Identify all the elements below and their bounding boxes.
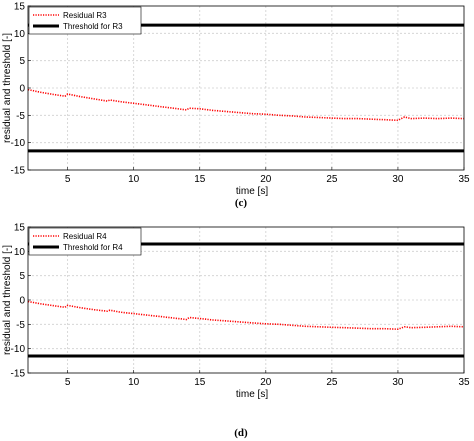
chart-panel-0: 5 10 15 20 25 30 35 15 10 5 0 -5 -10 -15 time [s] resid…	[2, 2, 470, 210]
x-tick-label: 30	[392, 174, 404, 185]
y-tick-label: -5	[16, 111, 25, 122]
chart-panel-1: 5 10 15 20 25 30 35 15 10 5 0 -5 -10 -15 time [s] resid…	[2, 223, 470, 440]
x-tick-label: 25	[326, 174, 338, 185]
legend-label: Threshold for R3	[63, 22, 123, 31]
panel-label: (d)	[234, 427, 248, 439]
x-tick-label: 15	[194, 174, 206, 185]
panel-label: (c)	[235, 197, 248, 209]
legend: Residual R3 Threshold for R3	[28, 6, 142, 35]
residual-line	[27, 300, 465, 331]
x-tick-label: 5	[65, 377, 71, 388]
y-tick-label: 10	[14, 29, 26, 40]
x-tick-label: 20	[260, 377, 272, 388]
legend-label: Threshold for R4	[63, 243, 123, 252]
residual-line	[27, 88, 465, 122]
x-axis-label: time [s]	[236, 389, 268, 400]
legend-label: Residual R4	[63, 232, 107, 241]
x-tick-label: 5	[65, 174, 71, 185]
y-tick-label: 15	[14, 2, 26, 13]
y-tick-label: 5	[19, 56, 25, 67]
legend-box	[28, 227, 142, 256]
legend-box	[28, 6, 142, 35]
y-tick-label: -5	[16, 320, 25, 331]
y-tick-label: 15	[14, 223, 26, 234]
x-tick-label: 10	[128, 174, 140, 185]
y-tick-label: -15	[11, 369, 26, 380]
x-tick-label: 35	[458, 377, 470, 388]
x-tick-label: 35	[458, 174, 470, 185]
y-tick-label: -10	[11, 138, 26, 149]
x-tick-label: 20	[260, 174, 272, 185]
legend: Residual R4 Threshold for R4	[28, 227, 142, 256]
y-axis-label: residual and threshold [-]	[2, 33, 13, 143]
y-tick-label: 0	[19, 84, 25, 95]
x-tick-label: 30	[392, 377, 404, 388]
y-tick-label: 10	[14, 247, 26, 258]
y-axis-label: residual and threshold [-]	[2, 245, 13, 355]
legend-label: Residual R3	[63, 11, 107, 20]
y-tick-label: -10	[11, 344, 26, 355]
x-tick-label: 15	[194, 377, 206, 388]
x-tick-label: 25	[326, 377, 338, 388]
y-tick-label: 5	[19, 271, 25, 282]
y-tick-label: -15	[11, 166, 26, 177]
y-tick-label: 0	[19, 296, 25, 307]
x-tick-label: 10	[128, 377, 140, 388]
x-axis-label: time [s]	[236, 186, 268, 197]
